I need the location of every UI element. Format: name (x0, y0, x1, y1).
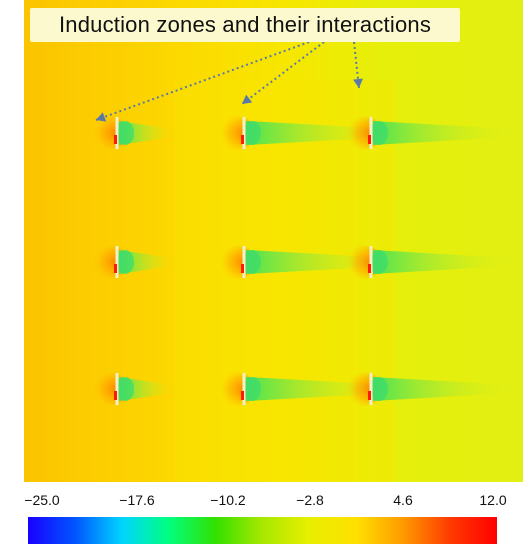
turbine-rotor (115, 246, 119, 278)
turbine-rotor (115, 117, 119, 149)
turbine-hub (114, 135, 117, 144)
annotation-text: Induction zones and their interactions (58, 12, 432, 37)
near-wake (370, 121, 388, 145)
colorbar-tick-5: 12.0 (479, 492, 507, 508)
turbine-hub (241, 135, 244, 144)
near-wake (243, 121, 261, 145)
colorbar-tick-1: −17.6 (119, 492, 155, 508)
near-wake (116, 250, 134, 274)
turbine-hub (368, 135, 371, 144)
colorbar-tick-0: −25.0 (24, 492, 60, 508)
turbine-rotor (242, 246, 246, 278)
turbine-hub (114, 391, 117, 400)
flow-field-plot (24, 0, 523, 482)
arrow-line (241, 41, 325, 105)
turbine-rotor (369, 373, 373, 405)
turbine-rotor (242, 117, 246, 149)
turbine-rotor (115, 373, 119, 405)
colorbar-ticks: −25.0 −17.6 −10.2 −2.8 4.6 12.0 (0, 492, 526, 514)
colorbar-tick-3: −2.8 (296, 492, 324, 508)
turbine-hub (368, 264, 371, 273)
turbine-rotor (242, 373, 246, 405)
near-wake (370, 250, 388, 274)
turbine-hub (241, 391, 244, 400)
colorbar (28, 517, 497, 544)
near-wake (370, 377, 388, 401)
turbine-hub (241, 264, 244, 273)
colorbar-tick-4: 4.6 (393, 492, 413, 508)
annotation-arrows (95, 41, 363, 122)
near-wake (116, 121, 134, 145)
turbine-rotor (369, 246, 373, 278)
turbine-wake (373, 121, 511, 145)
near-wake (116, 377, 134, 401)
colorbar-tick-2: −10.2 (210, 492, 246, 508)
turbine-wake (373, 377, 511, 401)
arrow-head (96, 112, 107, 122)
near-wake (243, 250, 261, 274)
turbine-wake (373, 250, 511, 274)
turbine-hub (114, 264, 117, 273)
arrow-head (353, 78, 363, 88)
turbine-hub (368, 391, 371, 400)
near-wake (243, 377, 261, 401)
arrow-head (242, 94, 253, 104)
annotation-box: Induction zones and their interactions (30, 8, 460, 42)
turbine-rotor (369, 117, 373, 149)
